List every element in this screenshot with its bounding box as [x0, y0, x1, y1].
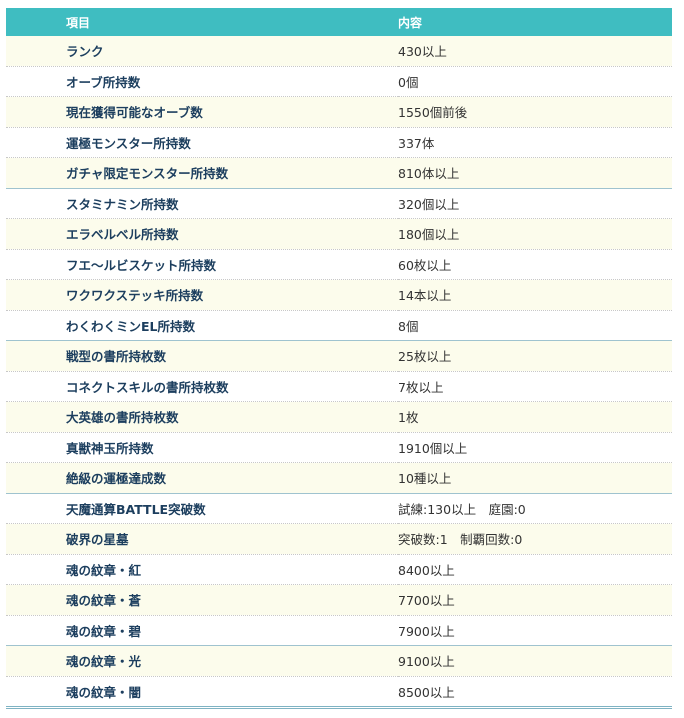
- row-value: 320個以上: [398, 188, 672, 219]
- table-row: オーブ所持数 0個: [6, 66, 672, 97]
- row-value: 1910個以上: [398, 432, 672, 463]
- row-value: 810体以上: [398, 157, 672, 189]
- row-item: オーブ所持数: [6, 66, 398, 97]
- table-row: スタミナミン所持数 320個以上: [6, 188, 672, 219]
- row-item: 絶級の運極達成数: [6, 462, 398, 494]
- row-value: 1枚: [398, 401, 672, 433]
- row-item: 戦型の書所持枚数: [6, 340, 398, 372]
- table-row: 天魔通算BATTLE突破数 試練:130以上 庭園:0: [6, 493, 672, 524]
- row-item: 魂の紋章・紅: [6, 554, 398, 585]
- row-item: 魂の紋章・光: [6, 645, 398, 677]
- table-row: 絶級の運極達成数 10種以上: [6, 462, 672, 494]
- row-value: 10種以上: [398, 462, 672, 494]
- table-row: 真獣神玉所持数 1910個以上: [6, 432, 672, 463]
- table-row: 大英雄の書所持枚数 1枚: [6, 401, 672, 433]
- row-item: 天魔通算BATTLE突破数: [6, 493, 398, 524]
- row-item: 魂の紋章・闇: [6, 676, 398, 709]
- row-value: 1550個前後: [398, 96, 672, 128]
- account-info-table-container: 項目 内容 ランク 430以上 オーブ所持数 0個 現在獲得可能なオーブ数 1550個前後…: [6, 8, 672, 709]
- row-value: 25枚以上: [398, 340, 672, 372]
- table-row: 魂の紋章・紅 8400以上: [6, 554, 672, 585]
- table-row: 魂の紋章・闇 8500以上: [6, 676, 672, 709]
- table-row: ランク 430以上: [6, 36, 672, 67]
- row-item: スタミナミン所持数: [6, 188, 398, 219]
- row-item: 破界の星墓: [6, 523, 398, 555]
- row-value: 60枚以上: [398, 249, 672, 280]
- table-row: ワクワクステッキ所持数 14本以上: [6, 279, 672, 311]
- row-item: 大英雄の書所持枚数: [6, 401, 398, 433]
- row-value: 8500以上: [398, 676, 672, 709]
- table-row: 戦型の書所持枚数 25枚以上: [6, 340, 672, 372]
- table-row: 破界の星墓 突破数:1 制覇回数:0: [6, 523, 672, 555]
- row-item: 真獣神玉所持数: [6, 432, 398, 463]
- row-value: 突破数:1 制覇回数:0: [398, 523, 672, 555]
- row-value: 7枚以上: [398, 371, 672, 402]
- row-item: ワクワクステッキ所持数: [6, 279, 398, 311]
- table-row: 魂の紋章・蒼 7700以上: [6, 584, 672, 616]
- table-header-row: 項目 内容: [6, 8, 672, 36]
- row-value: 8個: [398, 310, 672, 341]
- table-row: コネクトスキルの書所持枚数 7枚以上: [6, 371, 672, 402]
- row-value: 430以上: [398, 36, 672, 67]
- table-row: わくわくミンEL所持数 8個: [6, 310, 672, 341]
- row-value: 337体: [398, 127, 672, 158]
- row-item: 現在獲得可能なオーブ数: [6, 96, 398, 128]
- row-item: ガチャ限定モンスター所持数: [6, 157, 398, 189]
- table-row: ガチャ限定モンスター所持数 810体以上: [6, 157, 672, 189]
- row-value: 7900以上: [398, 615, 672, 646]
- row-value: 8400以上: [398, 554, 672, 585]
- row-value: 0個: [398, 66, 672, 97]
- table-row: 運極モンスター所持数 337体: [6, 127, 672, 158]
- row-item: 魂の紋章・蒼: [6, 584, 398, 616]
- table-row: 現在獲得可能なオーブ数 1550個前後: [6, 96, 672, 128]
- table-row: 魂の紋章・碧 7900以上: [6, 615, 672, 646]
- table-row: フエ～ルビスケット所持数 60枚以上: [6, 249, 672, 280]
- row-item: フエ～ルビスケット所持数: [6, 249, 398, 280]
- row-value: 180個以上: [398, 218, 672, 250]
- row-item: わくわくミンEL所持数: [6, 310, 398, 341]
- row-item: コネクトスキルの書所持枚数: [6, 371, 398, 402]
- column-header-content: 内容: [398, 8, 672, 36]
- row-item: 運極モンスター所持数: [6, 127, 398, 158]
- table-row: エラベルベル所持数 180個以上: [6, 218, 672, 250]
- row-value: 9100以上: [398, 645, 672, 677]
- account-info-table: 項目 内容 ランク 430以上 オーブ所持数 0個 現在獲得可能なオーブ数 1550個前後…: [6, 8, 672, 709]
- row-value: 14本以上: [398, 279, 672, 311]
- row-value: 7700以上: [398, 584, 672, 616]
- row-item: 魂の紋章・碧: [6, 615, 398, 646]
- row-item: ランク: [6, 36, 398, 67]
- row-item: エラベルベル所持数: [6, 218, 398, 250]
- column-header-item: 項目: [6, 8, 398, 36]
- row-value: 試練:130以上 庭園:0: [398, 493, 672, 524]
- table-row: 魂の紋章・光 9100以上: [6, 645, 672, 677]
